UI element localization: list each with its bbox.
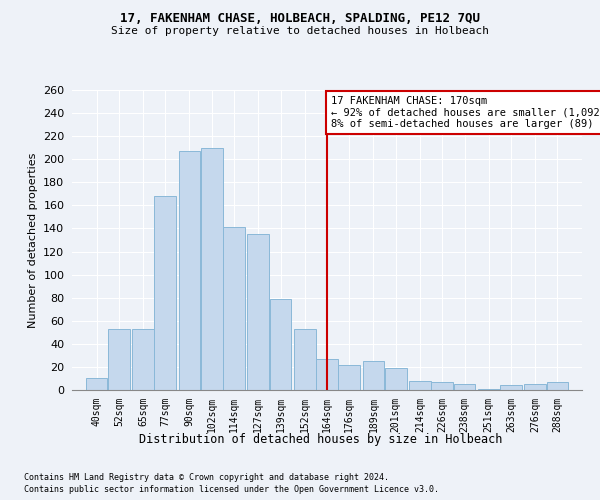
- Bar: [431, 382, 453, 390]
- Text: 17 FAKENHAM CHASE: 170sqm
← 92% of detached houses are smaller (1,092)
8% of sem: 17 FAKENHAM CHASE: 170sqm ← 92% of detac…: [331, 96, 600, 129]
- Bar: [154, 196, 176, 390]
- Bar: [247, 234, 269, 390]
- Text: Contains public sector information licensed under the Open Government Licence v3: Contains public sector information licen…: [24, 485, 439, 494]
- Text: Size of property relative to detached houses in Holbeach: Size of property relative to detached ho…: [111, 26, 489, 36]
- Bar: [362, 361, 385, 390]
- Bar: [409, 381, 431, 390]
- Bar: [86, 378, 107, 390]
- Bar: [316, 359, 338, 390]
- Y-axis label: Number of detached properties: Number of detached properties: [28, 152, 38, 328]
- Bar: [294, 329, 316, 390]
- Bar: [269, 299, 292, 390]
- Text: Contains HM Land Registry data © Crown copyright and database right 2024.: Contains HM Land Registry data © Crown c…: [24, 472, 389, 482]
- Bar: [385, 368, 407, 390]
- Bar: [338, 364, 360, 390]
- Bar: [454, 384, 475, 390]
- Bar: [478, 389, 500, 390]
- Bar: [223, 228, 245, 390]
- Text: Distribution of detached houses by size in Holbeach: Distribution of detached houses by size …: [139, 432, 503, 446]
- Bar: [179, 151, 200, 390]
- Text: 17, FAKENHAM CHASE, HOLBEACH, SPALDING, PE12 7QU: 17, FAKENHAM CHASE, HOLBEACH, SPALDING, …: [120, 12, 480, 26]
- Bar: [108, 329, 130, 390]
- Bar: [500, 386, 522, 390]
- Bar: [524, 384, 546, 390]
- Bar: [132, 329, 154, 390]
- Bar: [547, 382, 568, 390]
- Bar: [201, 148, 223, 390]
